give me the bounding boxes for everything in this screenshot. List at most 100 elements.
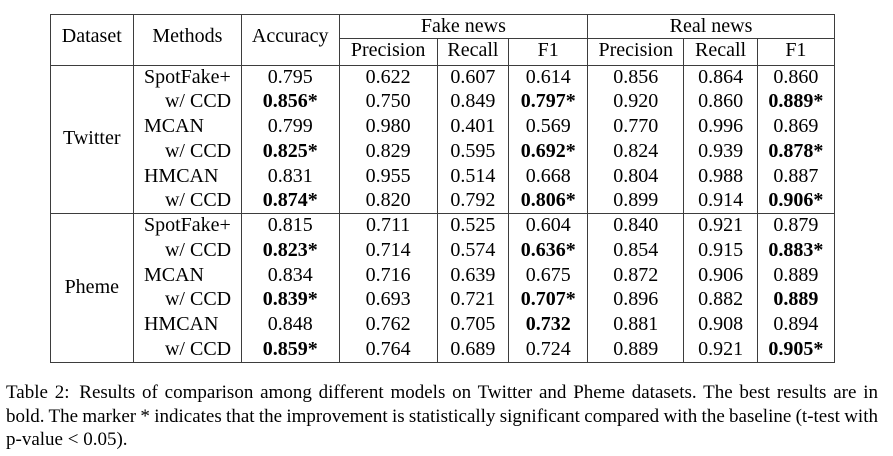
metric-value: 0.980: [338, 114, 438, 140]
metric-value: 0.689: [436, 337, 510, 363]
metric-value: 0.795: [240, 65, 340, 90]
table-row: w/ CCD 0.839* 0.693 0.721 0.707* 0.896 0.882 0.…: [50, 288, 835, 313]
metric-value: 0.854: [587, 238, 685, 264]
metric-value: 0.834: [240, 263, 340, 289]
col-header-dataset: Dataset: [49, 14, 134, 66]
metric-value: 0.894: [756, 312, 835, 338]
metric-value: 0.988: [683, 164, 758, 190]
col-header-real-recall: Recall: [683, 37, 758, 66]
table-row: w/ CCD 0.823* 0.714 0.574 0.636* 0.854 0.915 0.…: [50, 238, 835, 264]
metric-value: 0.815: [240, 213, 340, 239]
metric-value: 0.882: [683, 288, 758, 313]
metric-value: 0.607: [436, 65, 510, 90]
metric-value: 0.955: [338, 164, 438, 190]
metric-value: 0.675: [508, 263, 589, 289]
caption-line-3: p-value < 0.05).: [6, 429, 128, 451]
metric-value: 0.799: [240, 114, 340, 140]
metric-value: 0.878*: [756, 139, 835, 165]
metric-value: 0.856*: [240, 89, 340, 115]
table-row: w/ CCD 0.874* 0.820 0.792 0.806* 0.899 0.914 0.…: [50, 189, 835, 214]
metric-value: 0.716: [338, 263, 438, 289]
metric-value: 0.889*: [756, 89, 835, 115]
table-row: HMCAN 0.848 0.762 0.705 0.732 0.881 0.908 0.894: [50, 312, 835, 338]
method-label: w/ CCD: [132, 288, 242, 313]
metric-value: 0.856: [587, 65, 685, 90]
metric-value: 0.879: [756, 213, 835, 239]
metric-value: 0.872: [587, 263, 685, 289]
metric-value: 0.881: [587, 312, 685, 338]
metric-value: 0.693: [338, 288, 438, 313]
col-header-methods: Methods: [132, 14, 242, 66]
method-label: w/ CCD: [132, 238, 242, 264]
metric-value: 0.514: [436, 164, 510, 190]
metric-value: 0.896: [587, 288, 685, 313]
dataset-label: Twitter: [49, 65, 134, 214]
method-label: w/ CCD: [132, 189, 242, 214]
table-row: MCAN 0.799 0.980 0.401 0.569 0.770 0.996 0.869: [50, 114, 835, 140]
method-label: SpotFake+: [132, 213, 242, 239]
table-row: w/ CCD 0.859* 0.764 0.689 0.724 0.889 0.921 0.9…: [50, 337, 835, 363]
metric-value: 0.906*: [756, 189, 835, 214]
metric-value: 0.604: [508, 213, 589, 239]
metric-value: 0.840: [587, 213, 685, 239]
metric-value: 0.921: [683, 213, 758, 239]
metric-value: 0.883*: [756, 238, 835, 264]
metric-value: 0.887: [756, 164, 835, 190]
twitter-group: Twitter SpotFake+ 0.795 0.622 0.607 0.614 0.85…: [49, 65, 835, 214]
table-row: MCAN 0.834 0.716 0.639 0.675 0.872 0.906 0.889: [50, 263, 835, 289]
col-header-fake-recall: Recall: [436, 37, 510, 66]
metric-value: 0.668: [508, 164, 589, 190]
col-header-real-precision: Precision: [587, 37, 685, 66]
metric-value: 0.804: [587, 164, 685, 190]
caption-line-2: bold. The marker * indicates that the im…: [6, 405, 878, 427]
col-header-fake-f1: F1: [508, 37, 589, 66]
metric-value: 0.595: [436, 139, 510, 165]
metric-value: 0.574: [436, 238, 510, 264]
table-row: Twitter SpotFake+ 0.795 0.622 0.607 0.614 0.85…: [49, 65, 835, 214]
metric-value: 0.908: [683, 312, 758, 338]
metric-value: 0.860: [756, 65, 835, 90]
metric-value: 0.797*: [508, 89, 589, 115]
method-label: HMCAN: [132, 164, 242, 190]
method-label: MCAN: [132, 114, 242, 140]
col-header-fake-precision: Precision: [338, 37, 438, 66]
metric-value: 0.614: [508, 65, 589, 90]
method-label: w/ CCD: [132, 89, 242, 115]
metric-value: 0.792: [436, 189, 510, 214]
col-header-accuracy: Accuracy: [240, 14, 340, 66]
metric-value: 0.692*: [508, 139, 589, 165]
metric-value: 0.569: [508, 114, 589, 140]
metric-value: 0.636*: [508, 238, 589, 264]
metric-value: 0.831: [240, 164, 340, 190]
metric-value: 0.864: [683, 65, 758, 90]
metric-value: 0.921: [683, 337, 758, 363]
metric-value: 0.825*: [240, 139, 340, 165]
metric-value: 0.824: [587, 139, 685, 165]
caption-line-1-text: Results of comparison among different mo…: [79, 381, 878, 403]
metric-value: 0.732: [508, 312, 589, 338]
metric-value: 0.905*: [756, 337, 835, 363]
metric-value: 0.705: [436, 312, 510, 338]
metric-value: 0.889: [756, 263, 835, 289]
table-caption: Table 2: Results of comparison among dif…: [6, 381, 878, 452]
metric-value: 0.770: [587, 114, 685, 140]
metric-value: 0.914: [683, 189, 758, 214]
metric-value: 0.622: [338, 65, 438, 90]
metric-value: 0.860: [683, 89, 758, 115]
metric-value: 0.829: [338, 139, 438, 165]
metric-value: 0.724: [508, 337, 589, 363]
method-label: w/ CCD: [132, 337, 242, 363]
metric-value: 0.764: [338, 337, 438, 363]
table-row: w/ CCD 0.856* 0.750 0.849 0.797* 0.920 0.860 0.…: [50, 89, 835, 115]
metric-value: 0.889: [756, 288, 835, 313]
method-label: HMCAN: [132, 312, 242, 338]
method-label: SpotFake+: [132, 65, 242, 90]
metric-value: 0.525: [436, 213, 510, 239]
metric-value: 0.899: [587, 189, 685, 214]
table-row: w/ CCD 0.825* 0.829 0.595 0.692* 0.824 0.939 0.…: [50, 139, 835, 165]
caption-label: Table 2:: [6, 381, 70, 403]
metric-value: 0.711: [338, 213, 438, 239]
metric-value: 0.906: [683, 263, 758, 289]
metric-value: 0.639: [436, 263, 510, 289]
metric-value: 0.401: [436, 114, 510, 140]
